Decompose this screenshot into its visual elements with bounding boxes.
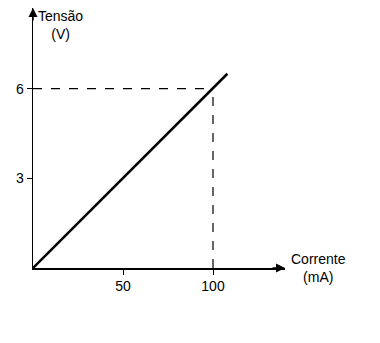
svg-text:50: 50 bbox=[115, 278, 131, 294]
svg-text:6: 6 bbox=[16, 81, 24, 97]
svg-text:100: 100 bbox=[201, 278, 225, 294]
svg-text:Tensão(V): Tensão(V) bbox=[38, 8, 83, 42]
svg-text:Corrente(mA): Corrente(mA) bbox=[291, 251, 346, 285]
svg-text:3: 3 bbox=[16, 170, 24, 186]
